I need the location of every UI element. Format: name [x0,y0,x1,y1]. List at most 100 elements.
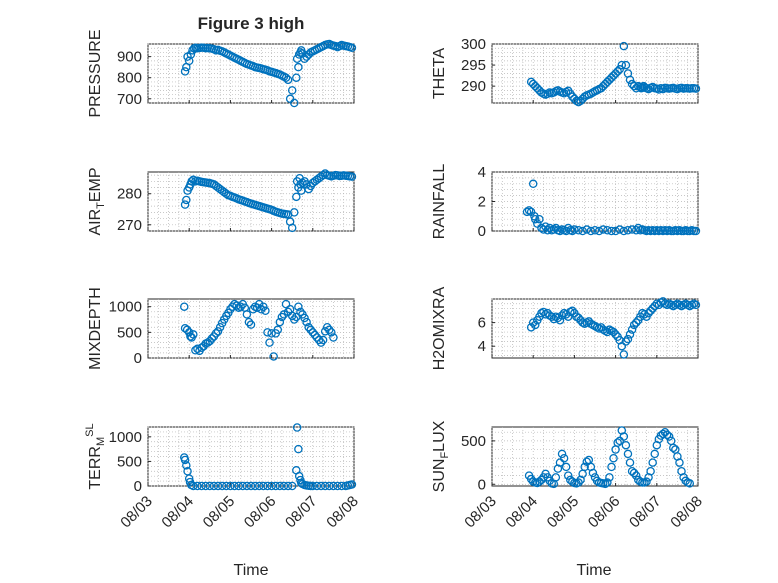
panel-terr_msl-series [180,423,357,491]
panel-h2omixra-data-point [568,306,577,316]
panel-air_temp-data-point [290,208,299,217]
panel-rainfall-data-point [524,206,534,215]
panel-terr_msl-data-point [308,481,318,491]
panel-h2omixra-data-point [561,310,571,319]
panel-terr_msl-data-point [189,481,198,491]
panel-terr_msl-data-point [217,481,227,491]
panel-terr_msl-xtick-label: 08/05 [200,493,239,532]
panel-sun_flux-xtick-label: 08/08 [667,493,706,532]
panel-pressure-ytick-label: 800 [117,70,142,87]
panel-sun_flux-data-point [625,458,635,467]
panel-h2omixra-ytick-label: 6 [478,315,486,332]
panel-rainfall-data-point [578,226,587,236]
panel-pressure-data-point [287,86,297,95]
panel-h2omixra-data-point [615,336,624,345]
panel-mixdepth-data-point [294,302,303,311]
panel-h2omixra-data-point [531,320,540,330]
panel-theta-data-point [537,88,546,97]
panel-sun_flux-xtick-label: 08/07 [626,493,665,532]
panel-terr_msl-data-point [316,481,326,491]
panel-rainfall-data-point [627,225,637,234]
panel-h2omixra-data-point [631,318,641,327]
panel-air_temp: 270 280 AIRTEMP [87,167,357,236]
panel-mixdepth-data-point [265,338,274,347]
panel-sun_flux-data-point [613,438,622,447]
panel-air_temp-data-point [182,195,191,205]
panel-terr_msl-data-point [275,481,285,491]
panel-sun_flux-data-point [664,432,674,441]
panel-terr_msl-ytick-label: 0 [134,478,142,495]
panel-terr_msl-data-point [213,481,223,491]
panel-rainfall: 0 2 4 RAINFALL [431,164,701,240]
panel-terr_msl-data-point [250,481,260,491]
panel-rainfall-data-point [543,226,552,235]
panel-pressure-data-point [281,73,291,82]
panel-air_temp-data-point [189,175,198,185]
panel-h2omixra-data-point [625,330,635,339]
panel-theta-data-point [559,89,569,98]
panel-theta-data-point [654,85,664,94]
panel-rainfall-data-point [568,226,577,236]
panel-sun_flux-data-point [557,449,567,459]
panel-terr_msl-data-point [197,481,206,491]
panel-rainfall-y-axis-label: RAINFALL [431,164,448,240]
panel-terr_msl-data-point [242,481,252,491]
panel-terr_msl-data-point [193,481,202,491]
panel-h2omixra-data-point [553,313,563,323]
panel-h2omixra-data-point [619,350,629,359]
panel-pressure-series [180,39,357,108]
panel-sun_flux-data-point [609,453,618,463]
panel-mixdepth-data-point [269,352,278,361]
panel-theta-series [526,41,701,107]
panel-pressure-data-point [292,73,301,82]
panel-mixdepth-data-point [304,322,313,332]
panel-mixdepth-data-point [329,333,338,342]
panel-mixdepth-ytick-label: 1000 [109,299,142,316]
panel-mixdepth-data-point [242,310,252,319]
panel-sun_flux-data-point [629,468,639,478]
panel-h2omixra-data-point [640,310,649,319]
panel-pressure: 700 800 900 PRESSURE [87,29,357,118]
subplot-grid: 700 800 900 PRESSURE 290 295 300 THETA 270 280 AIR… [84,29,706,531]
panel-mixdepth-data-point [325,325,334,335]
panel-terr_msl-data-point [205,481,215,491]
panel-rainfall-data-point [574,226,583,235]
panel-sun_flux-data-point [621,440,631,450]
panel-h2omixra-data-point [547,312,556,321]
panel-h2omixra-data-point [611,330,620,339]
panel-sun_flux-data-point [605,473,614,482]
panel-terr_msl-data-point [287,481,297,491]
panel-terr_msl-data-point [267,481,276,491]
panel-sun_flux-data-point [662,430,672,440]
panel-terr_msl-ytick-label: 500 [117,453,142,470]
panel-mixdepth-data-point [314,335,324,345]
panel-h2omixra-data-point [691,300,701,310]
panel-sun_flux-data-point [648,458,657,467]
panel-mixdepth-data-point [322,322,332,332]
panel-mixdepth-data-point [277,312,287,322]
panel-rainfall-series [522,179,701,236]
panel-theta-data-point [543,89,552,98]
panel-terr_msl-data-point [292,423,302,432]
panel-h2omixra-y-axis-label: H2OMIXRA [431,286,448,370]
panel-rainfall-data-point [598,225,608,234]
panel-pressure-data-point [290,98,299,108]
x-axis-label-left: Time [234,562,269,579]
panel-terr_msl-data-point [312,481,322,491]
panel-terr_msl-data-point [209,481,219,491]
panel-h2omixra-data-point [528,318,538,327]
panel-theta-data-point [691,84,701,93]
panel-h2omixra-data-point [603,327,612,337]
panel-sun_flux-data-point [551,473,561,482]
panel-theta-data-point [617,60,627,70]
panel-mixdepth-series [180,299,338,361]
panel-mixdepth-data-point [257,305,266,314]
panel-pressure-data-point [186,50,196,59]
panel-theta-ytick-label: 300 [461,36,486,53]
panel-sun_flux-data-point [675,458,684,467]
panel-mixdepth-data-point [211,329,221,338]
panel-mixdepth-data-point [290,315,299,324]
panel-h2omixra-data-point [609,327,618,337]
panel-mixdepth-data-point [215,322,225,332]
panel-terr_msl-data-point [263,481,272,491]
